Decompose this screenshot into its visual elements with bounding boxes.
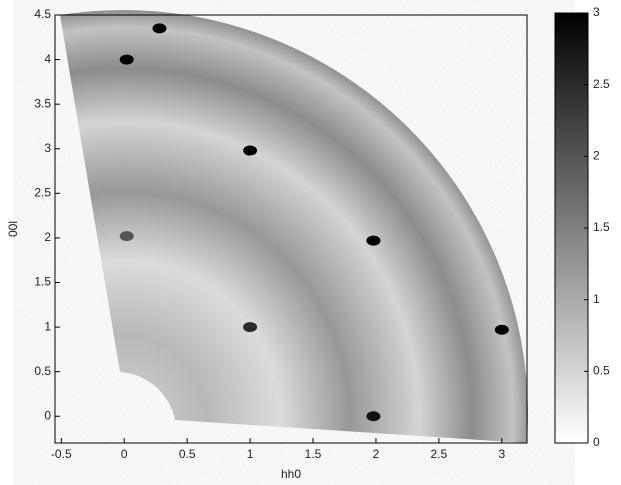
bragg-peak — [494, 324, 509, 335]
bragg-peak — [366, 411, 381, 422]
y-tick-label: 1 — [44, 319, 51, 333]
y-tick-label: 0 — [44, 408, 51, 422]
bragg-peak — [152, 23, 167, 34]
x-tick-label: 0 — [121, 447, 128, 461]
intensity-wedge — [60, 10, 528, 444]
x-tick-label: 3 — [498, 447, 505, 461]
y-tick-label: 0.5 — [34, 364, 51, 378]
y-tick-label: 2 — [44, 230, 51, 244]
x-tick-label: 2 — [373, 447, 380, 461]
y-axis-label: 00l — [6, 221, 20, 237]
bragg-peak — [366, 235, 381, 246]
y-tick-label: 3.5 — [34, 96, 51, 110]
bragg-peak — [119, 231, 134, 242]
x-tick-label: 1.5 — [305, 447, 322, 461]
bragg-peak — [243, 145, 258, 156]
x-tick-label: -0.5 — [51, 447, 72, 461]
y-tick-label: 4 — [44, 52, 51, 66]
y-tick-label: 1.5 — [34, 275, 51, 289]
colorbar-tick-label: 0 — [593, 435, 600, 449]
x-tick-label: 1 — [247, 447, 254, 461]
colorbar-tick-label: 3 — [593, 5, 600, 19]
x-tick-label: 0.5 — [179, 447, 196, 461]
x-axis-label: hh0 — [281, 467, 301, 481]
bragg-peak — [119, 54, 134, 65]
colorbar — [554, 12, 589, 444]
colorbar-tick-label: 0.5 — [593, 364, 610, 378]
colorbar-tick-label: 2 — [593, 149, 600, 163]
y-tick-label: 3 — [44, 141, 51, 155]
axes-frame — [54, 14, 528, 444]
x-tick-label: 2.5 — [431, 447, 448, 461]
y-tick-label: 4.5 — [34, 7, 51, 21]
colorbar-tick-label: 1 — [593, 292, 600, 306]
y-tick-label: 2.5 — [34, 186, 51, 200]
bragg-peak — [243, 322, 258, 333]
colorbar-tick-label: 1.5 — [593, 220, 610, 234]
colorbar-tick-label: 2.5 — [593, 77, 610, 91]
